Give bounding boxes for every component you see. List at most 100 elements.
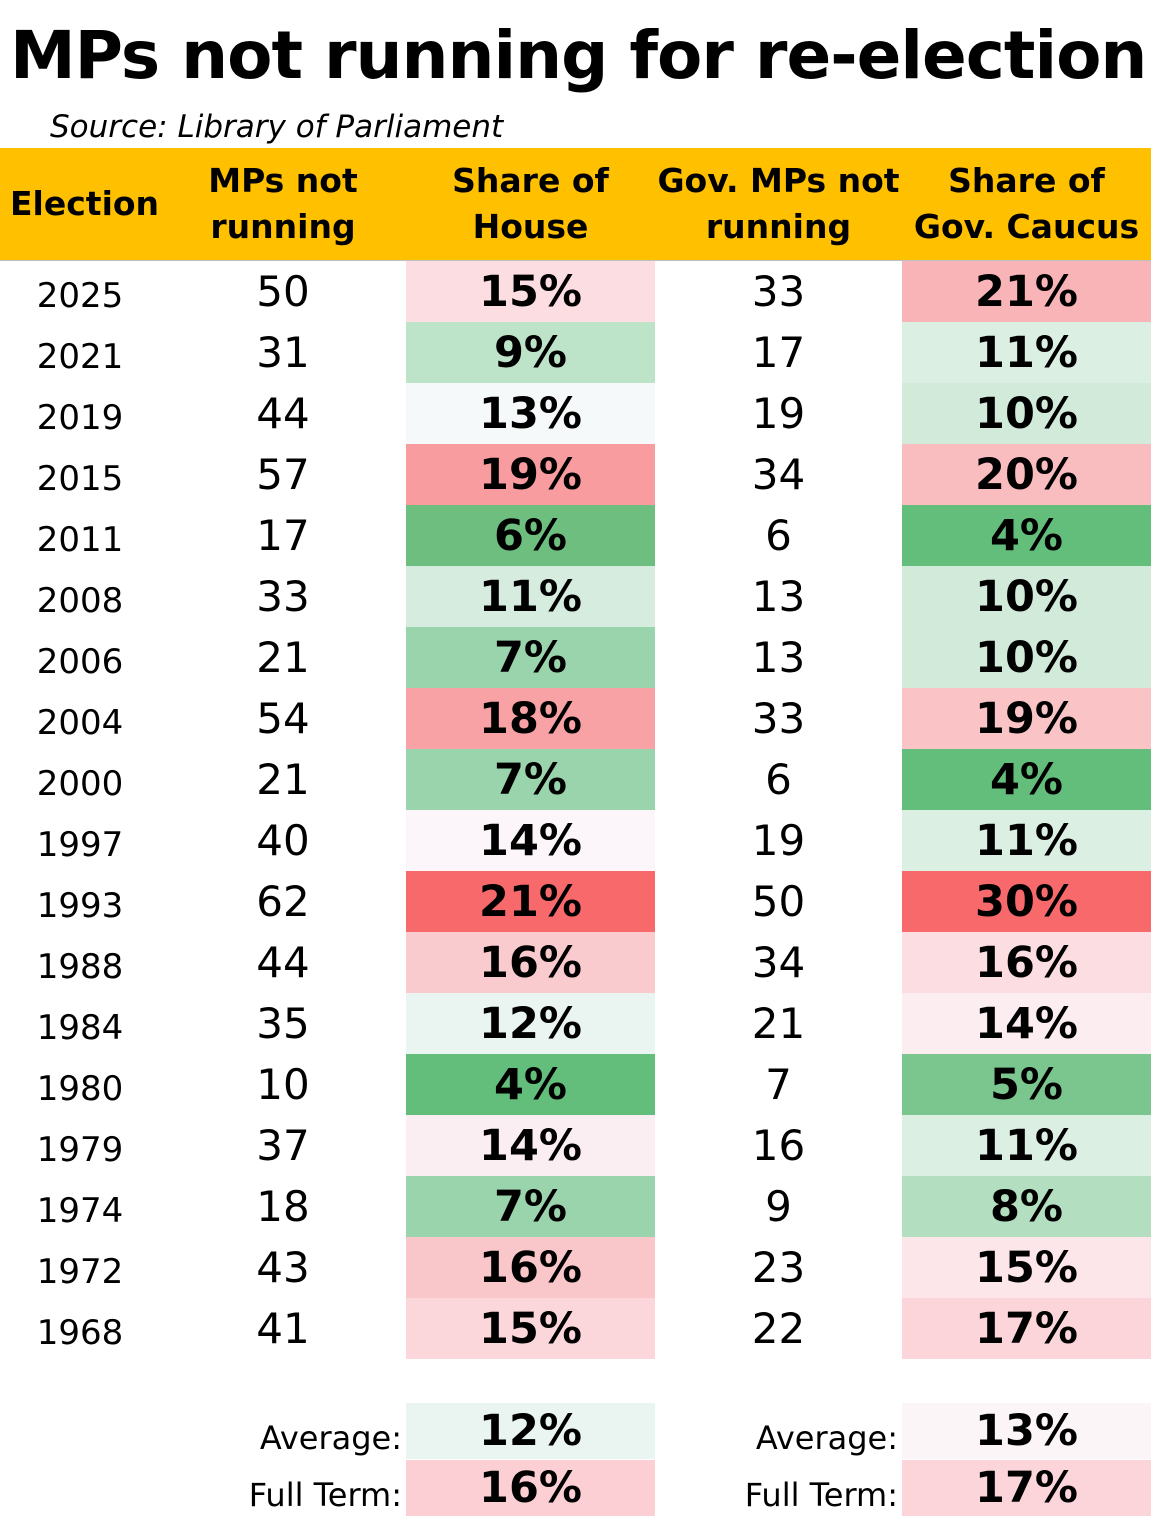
- mps-not-running-cell: 21: [256, 755, 310, 804]
- election-cell: 2011: [36, 519, 124, 560]
- table-row: 1993 62 21% 50 30%: [0, 871, 1151, 932]
- table-row: 1972 43 16% 23 15%: [0, 1237, 1151, 1298]
- table-row: 2006 21 7% 13 10%: [0, 627, 1151, 688]
- mps-not-running-cell: 43: [256, 1243, 310, 1292]
- share-of-gov-caucus-cell: 14%: [902, 993, 1151, 1054]
- chart-title: MPs not running for re-election: [10, 17, 1147, 94]
- mps-not-running-cell: 62: [256, 877, 310, 926]
- table-row: 2025 50 15% 33 21%: [0, 261, 1151, 322]
- table-row: 1984 35 12% 21 14%: [0, 993, 1151, 1054]
- share-of-house-cell: 12%: [406, 993, 655, 1054]
- house-full-term-value: 16%: [406, 1460, 655, 1516]
- mps-not-running-cell: 37: [256, 1121, 310, 1170]
- table-row: 2021 31 9% 17 11%: [0, 322, 1151, 383]
- share-of-house-cell: 11%: [406, 566, 655, 627]
- election-cell: 1993: [36, 885, 124, 926]
- mps-not-running-cell: 18: [256, 1182, 310, 1231]
- gov-mps-not-running-cell: 19: [751, 389, 806, 438]
- share-of-gov-caucus-cell: 11%: [902, 1115, 1151, 1176]
- share-of-house-cell: 18%: [406, 688, 655, 749]
- election-cell: 1997: [36, 824, 124, 865]
- election-cell: 1984: [36, 1007, 124, 1048]
- header-share-of-gov-caucus: Share of Gov. Caucus: [913, 161, 1140, 246]
- share-of-house-cell: 4%: [406, 1054, 655, 1115]
- gov-average-value: 13%: [902, 1403, 1151, 1459]
- table-row: 1980 10 4% 7 5%: [0, 1054, 1151, 1115]
- house-average-label: Average:: [259, 1419, 402, 1457]
- share-of-gov-caucus-cell: 10%: [902, 627, 1151, 688]
- election-cell: 1968: [36, 1312, 124, 1353]
- share-of-gov-caucus-cell: 8%: [902, 1176, 1151, 1237]
- gov-mps-not-running-cell: 6: [765, 755, 792, 804]
- election-cell: 2021: [36, 336, 124, 377]
- share-of-gov-caucus-cell: 10%: [902, 566, 1151, 627]
- mps-not-running-cell: 44: [256, 938, 310, 987]
- election-cell: 2000: [36, 763, 124, 804]
- share-of-gov-caucus-cell: 21%: [902, 261, 1151, 322]
- table-row: 2000 21 7% 6 4%: [0, 749, 1151, 810]
- share-of-house-cell: 9%: [406, 322, 655, 383]
- header-mps-not-running: MPs not running: [208, 161, 358, 246]
- share-of-house-cell: 16%: [406, 932, 655, 993]
- house-full-term-label: Full Term:: [248, 1476, 402, 1514]
- election-cell: 2025: [36, 275, 124, 316]
- mps-not-running-cell: 41: [256, 1304, 310, 1353]
- table-header: Election MPs not running Share of House …: [0, 148, 1151, 261]
- election-cell: 2006: [36, 641, 124, 682]
- table-row: 1968 41 15% 22 17%: [0, 1298, 1151, 1359]
- share-of-gov-caucus-cell: 11%: [902, 810, 1151, 871]
- mps-not-running-cell: 57: [256, 450, 310, 499]
- table-row: 2019 44 13% 19 10%: [0, 383, 1151, 444]
- share-of-gov-caucus-cell: 4%: [902, 749, 1151, 810]
- gov-mps-not-running-cell: 9: [765, 1182, 792, 1231]
- election-cell: 1974: [36, 1190, 124, 1231]
- gov-mps-not-running-cell: 7: [765, 1060, 792, 1109]
- election-cell: 1972: [36, 1251, 124, 1292]
- table-row: 2004 54 18% 33 19%: [0, 688, 1151, 749]
- gov-mps-not-running-cell: 21: [751, 999, 806, 1048]
- share-of-gov-caucus-cell: 17%: [902, 1298, 1151, 1359]
- gov-full-term-label: Full Term:: [744, 1476, 898, 1514]
- election-cell: 2015: [36, 458, 124, 499]
- share-of-gov-caucus-cell: 19%: [902, 688, 1151, 749]
- share-of-gov-caucus-cell: 10%: [902, 383, 1151, 444]
- gov-mps-not-running-cell: 13: [751, 572, 806, 621]
- table-row: 1974 18 7% 9 8%: [0, 1176, 1151, 1237]
- mps-not-running-cell: 44: [256, 389, 310, 438]
- gov-mps-not-running-cell: 34: [751, 938, 806, 987]
- share-of-gov-caucus-cell: 20%: [902, 444, 1151, 505]
- share-of-house-cell: 14%: [406, 1115, 655, 1176]
- mps-not-running-cell: 31: [256, 328, 310, 377]
- gov-full-term-value: 17%: [902, 1460, 1151, 1516]
- share-of-gov-caucus-cell: 16%: [902, 932, 1151, 993]
- gov-mps-not-running-cell: 34: [751, 450, 806, 499]
- mps-not-running-cell: 33: [256, 572, 310, 621]
- mps-not-running-cell: 35: [256, 999, 310, 1048]
- mps-not-running-cell: 17: [256, 511, 310, 560]
- share-of-house-cell: 13%: [406, 383, 655, 444]
- header-share-of-house: Share of House: [452, 161, 609, 246]
- table-row: 1997 40 14% 19 11%: [0, 810, 1151, 871]
- mps-not-running-cell: 40: [256, 816, 310, 865]
- mps-not-running-cell: 10: [256, 1060, 310, 1109]
- gov-mps-not-running-cell: 13: [751, 633, 806, 682]
- share-of-house-cell: 14%: [406, 810, 655, 871]
- share-of-house-cell: 7%: [406, 749, 655, 810]
- share-of-gov-caucus-cell: 30%: [902, 871, 1151, 932]
- election-cell: 2008: [36, 580, 124, 621]
- share-of-house-cell: 15%: [406, 1298, 655, 1359]
- table-row: 2015 57 19% 34 20%: [0, 444, 1151, 505]
- share-of-house-cell: 15%: [406, 261, 655, 322]
- share-of-house-cell: 16%: [406, 1237, 655, 1298]
- house-average-value: 12%: [406, 1403, 655, 1459]
- share-of-gov-caucus-cell: 5%: [902, 1054, 1151, 1115]
- table-row: 1979 37 14% 16 11%: [0, 1115, 1151, 1176]
- mps-not-running-cell: 50: [256, 267, 310, 316]
- header-gov-mps-not-running: Gov. MPs not running: [657, 161, 900, 246]
- gov-mps-not-running-cell: 16: [751, 1121, 806, 1170]
- gov-mps-not-running-cell: 6: [765, 511, 792, 560]
- gov-mps-not-running-cell: 33: [751, 694, 806, 743]
- share-of-house-cell: 7%: [406, 1176, 655, 1237]
- gov-average-label: Average:: [755, 1419, 898, 1457]
- election-cell: 1979: [36, 1129, 124, 1170]
